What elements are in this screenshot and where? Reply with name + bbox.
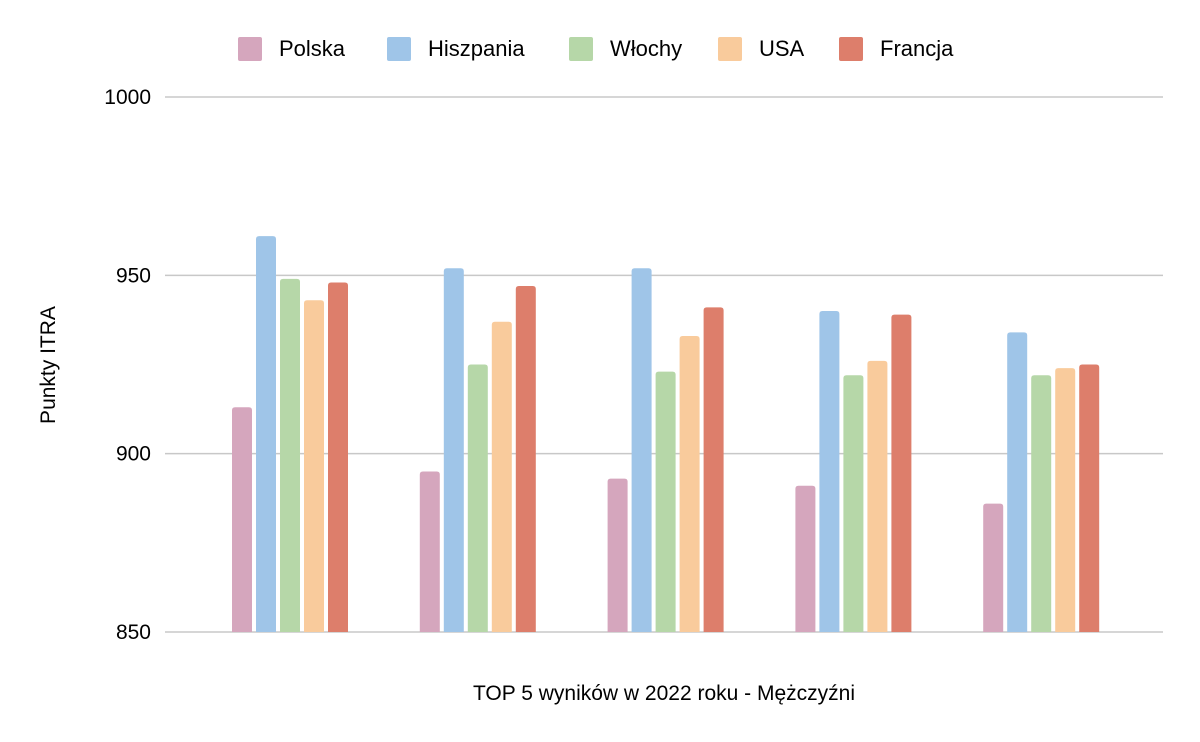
bar xyxy=(280,278,300,632)
bar xyxy=(328,282,348,632)
bar xyxy=(304,300,324,632)
bar xyxy=(679,335,700,632)
bar xyxy=(256,236,276,632)
legend-swatch xyxy=(839,37,863,61)
bar xyxy=(1079,364,1100,632)
bar xyxy=(819,311,840,632)
bar xyxy=(891,314,912,632)
bar xyxy=(1007,332,1028,632)
bar xyxy=(443,268,464,632)
legend-label: USA xyxy=(759,36,805,61)
bar xyxy=(419,471,440,632)
y-axis-title: Punkty ITRA xyxy=(37,306,60,424)
legend-swatch xyxy=(718,37,742,61)
bar xyxy=(655,371,676,632)
bar xyxy=(491,321,512,632)
legend-swatch xyxy=(387,37,411,61)
legend-label: Włochy xyxy=(610,36,682,61)
bar xyxy=(703,307,724,632)
bar xyxy=(843,375,864,632)
y-tick-label: 900 xyxy=(116,443,151,466)
y-axis-ticks: 850 900 950 1000 xyxy=(104,86,151,644)
bar xyxy=(795,485,816,632)
bar xyxy=(607,478,628,632)
legend-label: Polska xyxy=(279,36,346,61)
legend-label: Francja xyxy=(880,36,954,61)
bars xyxy=(232,236,1100,632)
y-tick-label: 950 xyxy=(116,264,151,287)
legend-swatch xyxy=(238,37,262,61)
legend: Polska Hiszpania Włochy USA Francja xyxy=(238,36,954,61)
bar xyxy=(867,360,888,632)
y-tick-label: 1000 xyxy=(104,86,151,109)
x-axis-title: TOP 5 wyników w 2022 roku - Mężczyźni xyxy=(473,682,855,705)
bar xyxy=(1055,368,1076,632)
bar xyxy=(1031,375,1052,632)
bar xyxy=(515,286,536,632)
legend-swatch xyxy=(569,37,593,61)
bar xyxy=(631,268,652,632)
legend-label: Hiszpania xyxy=(428,36,525,61)
bar xyxy=(232,407,252,632)
bar xyxy=(983,503,1004,632)
bar xyxy=(467,364,488,632)
y-tick-label: 850 xyxy=(116,621,151,644)
